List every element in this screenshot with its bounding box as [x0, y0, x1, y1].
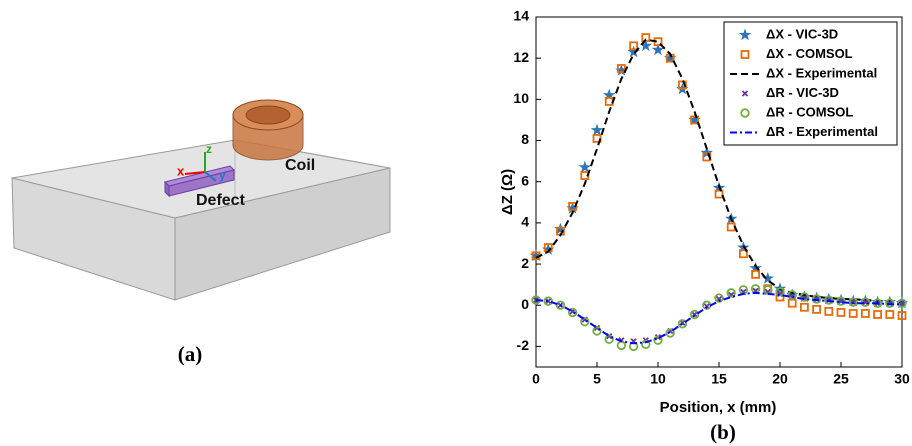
y-tick-label: 8 — [521, 131, 529, 147]
x-tick-label: 15 — [711, 371, 727, 387]
caption: (a) — [178, 342, 203, 366]
x-tick-label: 0 — [532, 371, 540, 387]
x-tick-label: 25 — [833, 371, 849, 387]
axis-label: z — [206, 142, 212, 156]
x-tick-label: 10 — [650, 371, 666, 387]
star-marker — [762, 272, 774, 284]
legend-label: ΔR - Experimental — [766, 124, 878, 139]
square-marker — [789, 300, 796, 307]
y-tick-label: 14 — [513, 8, 529, 24]
figure: x z y Coil Defect (a) (b) Position, x (m… — [0, 0, 912, 446]
y-tick-label: 2 — [521, 255, 529, 271]
x-tick-label: 30 — [894, 371, 910, 387]
x-axis-title: Position, x (mm) — [660, 399, 777, 416]
y-tick-label: -2 — [517, 337, 530, 353]
coil — [233, 100, 303, 160]
x-tick-label: 5 — [593, 371, 601, 387]
axis-label: y — [219, 168, 226, 182]
y-tick-label: 6 — [521, 172, 529, 188]
square-marker — [838, 309, 845, 316]
y-tick-label: 12 — [513, 49, 529, 65]
y-tick-label: 10 — [513, 90, 529, 106]
square-marker — [813, 306, 820, 313]
circle-marker — [618, 342, 626, 350]
axis-label: x — [177, 163, 185, 178]
y-tick-label: 4 — [521, 214, 529, 230]
defect-label: Defect — [196, 192, 246, 209]
square-marker — [801, 304, 808, 311]
square-marker — [874, 311, 881, 318]
square-marker — [886, 311, 893, 318]
y-axis-title: ΔZ (Ω) — [499, 169, 516, 215]
x-tick-label: 20 — [772, 371, 788, 387]
y-tick-label: 0 — [521, 296, 529, 312]
legend: ΔX - VIC-3D ΔX - COMSOL ΔX - Experimental Δ… — [724, 22, 897, 145]
caption: (b) — [710, 420, 736, 444]
series-line — [536, 293, 902, 343]
legend-label: ΔR - VIC-3D — [766, 85, 839, 100]
square-marker — [728, 224, 735, 231]
coil-label: Coil — [285, 157, 315, 174]
legend-label: ΔX - Experimental — [766, 65, 877, 80]
legend-label: ΔX - COMSOL — [766, 46, 853, 61]
legend-label: ΔR - COMSOL — [766, 104, 853, 119]
square-marker — [825, 308, 832, 315]
square-marker — [850, 310, 857, 317]
legend-label: ΔX - VIC-3D — [766, 26, 838, 41]
square-marker — [862, 310, 869, 317]
